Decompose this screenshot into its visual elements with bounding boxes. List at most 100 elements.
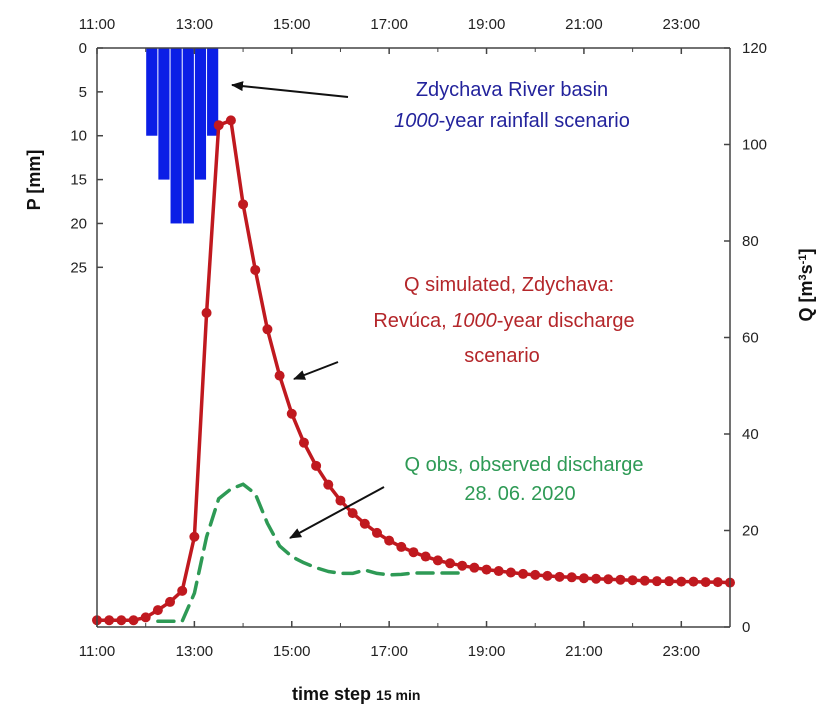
x-axis-title: time step 15 min: [292, 684, 420, 704]
q-tick-label: 0: [742, 619, 750, 636]
x-tick-label-bottom: 21:00: [565, 643, 603, 660]
sim-annotation-line1: Q simulated, Zdychava:: [404, 274, 614, 296]
q-simulated-point: [493, 566, 504, 577]
q-simulated-point: [700, 577, 711, 588]
annotations: Zdychava River basin 1000-year rainfall …: [231, 79, 644, 539]
q-simulated-point: [432, 555, 443, 566]
q-simulated-point: [603, 574, 614, 585]
sim-annotation-line2: Revúca, 1000-year discharge: [373, 310, 634, 332]
rainfall-bars: [146, 48, 219, 224]
rain-annotation-em: 1000: [394, 110, 439, 132]
q-simulated-point: [311, 460, 322, 471]
q-simulated-point: [347, 508, 358, 519]
q-simulated-point: [712, 577, 723, 588]
q-simulated-point: [505, 567, 516, 578]
x-label-main: time step: [292, 684, 371, 704]
rain-annotation-line1: Zdychava River basin: [416, 79, 608, 101]
obs-annotation-line1: Q obs, observed discharge: [404, 454, 643, 476]
rainfall-bar: [146, 48, 158, 136]
q-simulated-point: [371, 527, 382, 538]
sim-annotation-line3: scenario: [464, 345, 540, 367]
q-simulated-point: [688, 576, 699, 587]
q-simulated-point: [384, 535, 395, 546]
obs-arrow: [289, 486, 385, 539]
q-simulated-point: [116, 615, 127, 626]
q-tick-label: 40: [742, 426, 759, 443]
q-simulated-point: [469, 562, 480, 573]
q-simulated-point: [445, 558, 456, 569]
x-tick-label-bottom: 11:00: [79, 643, 115, 660]
sim-annotation-rest: -year discharge: [497, 310, 635, 332]
q-simulated-point: [104, 615, 115, 626]
x-tick-label-top: 17:00: [370, 16, 408, 33]
x-tick-label-bottom: 15:00: [273, 643, 311, 660]
q-simulated-point: [262, 324, 273, 335]
x-tick-label-bottom: 17:00: [370, 643, 408, 660]
x-tick-label-top: 23:00: [663, 16, 701, 33]
x-tick-label-top: 19:00: [468, 16, 506, 33]
q-simulated-point: [152, 605, 163, 616]
sim-annotation-pre: Revúca,: [373, 310, 452, 332]
discharge-series: [92, 115, 735, 626]
y-left-axis-title: P [mm]: [24, 150, 44, 211]
x-tick-label-top: 11:00: [79, 16, 115, 33]
p-tick-label: 0: [79, 40, 87, 57]
q-simulated-point: [238, 199, 249, 210]
p-tick-label: 5: [79, 84, 87, 101]
x-tick-label-bottom: 19:00: [468, 643, 506, 660]
q-label-sup1: 3: [797, 274, 809, 280]
q-label-sup2: -1: [797, 255, 809, 265]
q-simulated-point: [481, 564, 492, 575]
q-tick-label: 120: [742, 40, 767, 57]
q-simulated-point: [420, 551, 431, 562]
sim-arrow: [293, 361, 339, 380]
sim-annotation-em: 1000: [452, 310, 497, 332]
q-simulated-point: [566, 572, 577, 583]
rain-annotation-rest: -year rainfall scenario: [439, 110, 630, 132]
q-simulated-point: [396, 541, 407, 552]
q-simulated-point: [591, 573, 602, 584]
q-simulated-point: [189, 531, 200, 542]
p-tick-label: 10: [70, 128, 87, 145]
q-simulated-point: [627, 575, 638, 586]
q-simulated-point: [177, 585, 188, 596]
x-label-unit: 15 min: [376, 687, 420, 703]
q-tick-label: 100: [742, 137, 767, 154]
q-simulated-point: [286, 408, 297, 419]
y-right-axis-title: Q [m3s-1]: [796, 249, 816, 322]
q-simulated-point: [335, 495, 346, 506]
rain-arrow: [231, 81, 349, 98]
q-observed-line: [156, 482, 464, 623]
q-simulated-point: [165, 596, 176, 607]
q-simulated-point: [323, 479, 334, 490]
q-simulated-point: [542, 570, 553, 581]
q-label-end: ]: [796, 249, 816, 255]
q-simulated-point: [250, 264, 261, 275]
obs-annotation-line2: 28. 06. 2020: [464, 483, 575, 505]
p-tick-label: 25: [70, 259, 87, 276]
q-label-mid: s: [796, 264, 816, 274]
rainfall-bar: [158, 48, 170, 180]
rain-annotation-line2: 1000-year rainfall scenario: [394, 110, 630, 132]
rainfall-bar: [170, 48, 182, 224]
q-simulated-point: [639, 575, 650, 586]
q-simulated-point: [651, 576, 662, 587]
p-tick-label: 20: [70, 215, 87, 232]
x-tick-label-bottom: 23:00: [663, 643, 701, 660]
q-simulated-point: [201, 307, 212, 318]
q-simulated-point: [213, 120, 224, 131]
q-simulated-point: [274, 370, 285, 381]
q-label-main: Q [m: [796, 280, 816, 321]
q-simulated-point: [530, 569, 541, 580]
p-tick-label: 15: [70, 172, 87, 189]
q-simulated-point: [408, 547, 419, 558]
q-simulated-point: [359, 518, 370, 529]
rainfall-bar: [207, 48, 219, 136]
q-simulated-point: [140, 612, 151, 623]
x-tick-label-top: 21:00: [565, 16, 603, 33]
q-simulated-point: [128, 615, 139, 626]
q-simulated-point: [225, 115, 236, 126]
x-tick-label-top: 13:00: [176, 16, 214, 33]
x-tick-label-bottom: 13:00: [176, 643, 214, 660]
